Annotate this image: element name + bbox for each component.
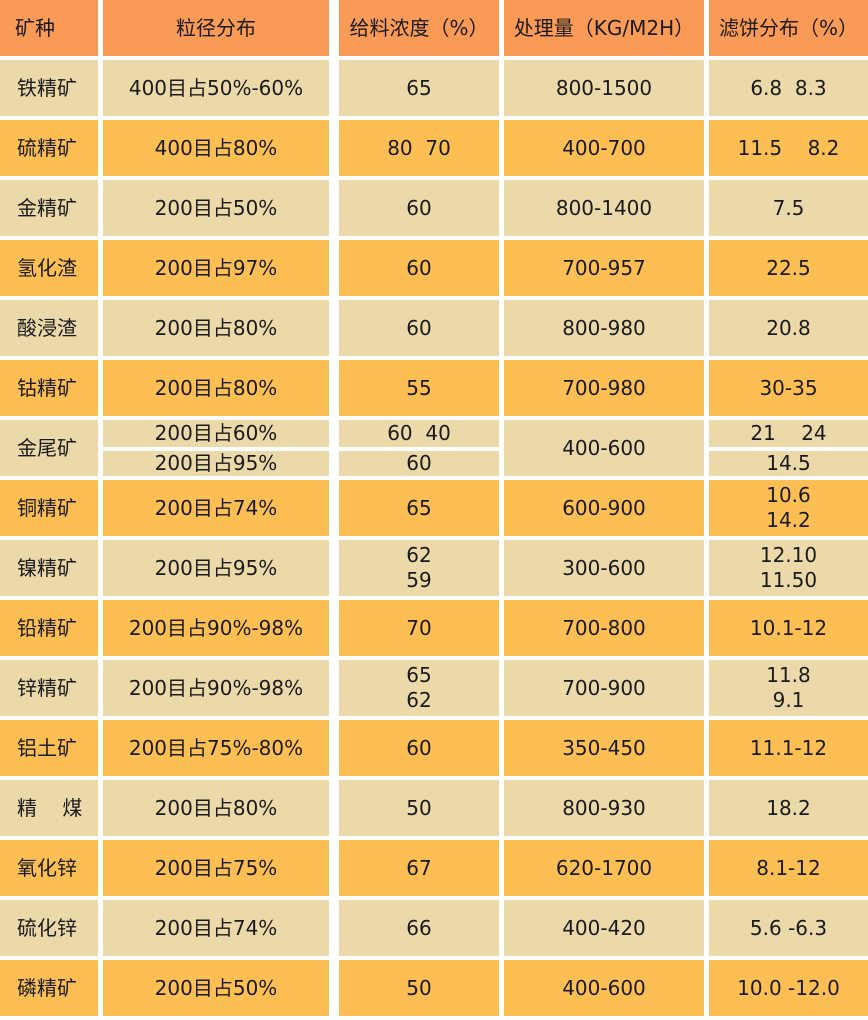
cell-cake: 6.8 8.3: [709, 60, 868, 116]
cell-size: 200目占97%: [103, 240, 329, 296]
cell-size: 200目占74%: [103, 900, 329, 956]
cell-size: 200目占80%: [103, 780, 329, 836]
cell-conc: 60: [339, 240, 499, 296]
cell-cake: 10.0 -12.0: [709, 960, 868, 1016]
cell-cake-line-2: 11.50: [759, 568, 818, 592]
cell-cake: 11.8 9.1: [709, 660, 868, 716]
cell-cake: 11.1-12: [709, 720, 868, 776]
cell-mineral: 精 煤: [0, 780, 98, 836]
cell-size-sub-2: 200目占95%: [103, 451, 329, 476]
cell-size: 400目占50%-60%: [103, 60, 329, 116]
cell-capacity: 700-980: [504, 360, 704, 416]
cell-mineral: 铁精矿: [0, 60, 98, 116]
cell-conc: 80 70: [339, 120, 499, 176]
cell-mineral: 氧化锌: [0, 840, 98, 896]
cell-cake: 12.10 11.50: [709, 540, 868, 596]
cell-capacity: 400-600: [504, 420, 704, 476]
cell-cake: 5.6 -6.3: [709, 900, 868, 956]
cell-mineral: 硫精矿: [0, 120, 98, 176]
cell-conc: 65 62: [339, 660, 499, 716]
cell-capacity: 350-450: [504, 720, 704, 776]
cell-cake-line-2: 9.1: [772, 688, 805, 712]
cell-capacity: 700-800: [504, 600, 704, 656]
cell-conc: 50: [339, 960, 499, 1016]
cell-capacity: 800-1500: [504, 60, 704, 116]
cell-mineral: 铜精矿: [0, 480, 98, 536]
cell-cake-sub-2: 14.5: [709, 451, 868, 476]
header-cell-conc: 给料浓度（%）: [339, 0, 499, 56]
header-cell-cake: 滤饼分布（%）: [709, 0, 868, 56]
cell-mineral: 氢化渣: [0, 240, 98, 296]
cell-mineral: 磷精矿: [0, 960, 98, 1016]
cell-conc: 66: [339, 900, 499, 956]
cell-cake-line-1: 12.10: [759, 543, 818, 567]
cell-mineral: 锌精矿: [0, 660, 98, 716]
cell-conc: 60: [339, 300, 499, 356]
cell-cake-line-2: 14.2: [766, 508, 811, 532]
cell-conc-line-1: 65: [406, 663, 432, 687]
cell-size: 200目占90%-98%: [103, 660, 329, 716]
cell-cake: 18.2: [709, 780, 868, 836]
cell-capacity: 800-930: [504, 780, 704, 836]
cell-cake: 10.6 14.2: [709, 480, 868, 536]
cell-mineral: 铅精矿: [0, 600, 98, 656]
cell-size: 200目占75%: [103, 840, 329, 896]
header-cell-size: 粒径分布: [103, 0, 329, 56]
cell-cake: 20.8: [709, 300, 868, 356]
cell-capacity: 700-957: [504, 240, 704, 296]
cell-conc-line-1: 62: [406, 543, 432, 567]
cell-conc: 50: [339, 780, 499, 836]
cell-capacity: 620-1700: [504, 840, 704, 896]
cell-conc-sub-2: 60: [339, 451, 499, 476]
cell-capacity: 400-420: [504, 900, 704, 956]
cell-cake-line-1: 10.6: [766, 483, 811, 507]
cell-capacity: 800-1400: [504, 180, 704, 236]
cell-capacity: 400-600: [504, 960, 704, 1016]
cell-cake: 7.5: [709, 180, 868, 236]
cell-conc-line-2: 59: [406, 568, 432, 592]
cell-size: 200目占50%: [103, 180, 329, 236]
cell-conc-line-2: 62: [406, 688, 432, 712]
cell-size: 200目占74%: [103, 480, 329, 536]
cell-cake-line-1: 11.8: [766, 663, 811, 687]
cell-conc: 65: [339, 480, 499, 536]
cell-conc: 60: [339, 720, 499, 776]
cell-conc-sub-1: 60 40: [339, 420, 499, 447]
header-cell-mineral: 矿种: [0, 0, 98, 56]
cell-size: 200目占50%: [103, 960, 329, 1016]
cell-size: 200目占75%-80%: [103, 720, 329, 776]
cell-cake: 11.5 8.2: [709, 120, 868, 176]
cell-mineral: 金尾矿: [0, 420, 98, 476]
cell-conc: 60: [339, 180, 499, 236]
cell-cake: 22.5: [709, 240, 868, 296]
cell-cake: 30-35: [709, 360, 868, 416]
cell-capacity: 600-900: [504, 480, 704, 536]
cell-conc: 65: [339, 60, 499, 116]
cell-mineral: 金精矿: [0, 180, 98, 236]
cell-capacity: 400-700: [504, 120, 704, 176]
cell-capacity: 300-600: [504, 540, 704, 596]
cell-cake: 8.1-12: [709, 840, 868, 896]
cell-capacity: 700-900: [504, 660, 704, 716]
cell-size: 200目占80%: [103, 300, 329, 356]
cell-cake: 10.1-12: [709, 600, 868, 656]
cell-conc: 67: [339, 840, 499, 896]
cell-size: 400目占80%: [103, 120, 329, 176]
cell-mineral: 硫化锌: [0, 900, 98, 956]
cell-capacity: 800-980: [504, 300, 704, 356]
cell-mineral: 铝土矿: [0, 720, 98, 776]
cell-size: 200目占80%: [103, 360, 329, 416]
cell-conc: 70: [339, 600, 499, 656]
cell-size-sub-1: 200目占60%: [103, 420, 329, 447]
cell-mineral: 酸浸渣: [0, 300, 98, 356]
cell-conc: 55: [339, 360, 499, 416]
cell-size: 200目占95%: [103, 540, 329, 596]
cell-conc: 62 59: [339, 540, 499, 596]
header-cell-capacity: 处理量（KG/M2H）: [504, 0, 704, 56]
cell-mineral: 镍精矿: [0, 540, 98, 596]
cell-cake-sub-1: 21 24: [709, 420, 868, 447]
cell-size: 200目占90%-98%: [103, 600, 329, 656]
cell-mineral: 钴精矿: [0, 360, 98, 416]
